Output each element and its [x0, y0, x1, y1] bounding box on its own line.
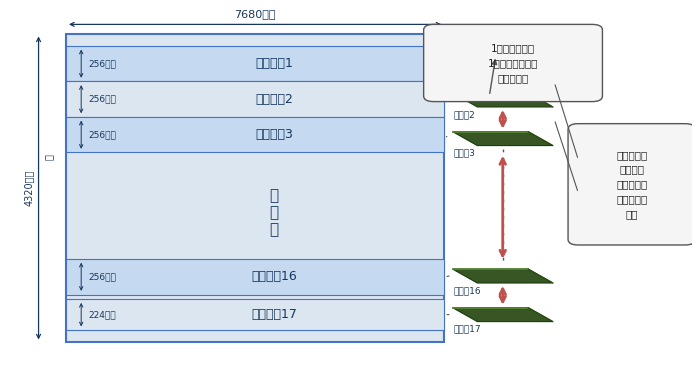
FancyBboxPatch shape	[568, 124, 695, 245]
Text: ボード3: ボード3	[454, 149, 476, 158]
Polygon shape	[452, 93, 553, 107]
Text: 符号化処理
に必要な
境界部分の
画像情報を
共有: 符号化処理 に必要な 境界部分の 画像情報を 共有	[616, 150, 647, 219]
Text: ボード2: ボード2	[454, 110, 475, 119]
Text: 256画素: 256画素	[89, 130, 117, 139]
Text: 分割領域16: 分割領域16	[251, 270, 297, 283]
Bar	[66, 82, 444, 117]
Text: 7680画素: 7680画素	[235, 9, 276, 19]
Text: 分割領域17: 分割領域17	[251, 308, 297, 321]
Text: 縦: 縦	[44, 154, 54, 160]
Text: 分割領域2: 分割領域2	[255, 93, 293, 106]
Bar	[66, 46, 444, 82]
Text: 256画素: 256画素	[89, 95, 117, 104]
Bar	[66, 33, 444, 343]
Polygon shape	[452, 308, 553, 321]
Text: 分割領域3: 分割領域3	[255, 128, 293, 141]
FancyBboxPatch shape	[424, 24, 603, 102]
Bar	[66, 299, 444, 330]
Text: ボード17: ボード17	[454, 324, 482, 334]
Polygon shape	[452, 58, 553, 71]
Bar	[66, 259, 444, 294]
Text: 256画素: 256画素	[89, 59, 117, 68]
Polygon shape	[452, 132, 553, 146]
Text: 256画素: 256画素	[89, 272, 117, 281]
Text: ボード1: ボード1	[454, 74, 476, 83]
Text: 1枚のボードで
1つの分割領域を
符号化処理: 1枚のボードで 1つの分割領域を 符号化処理	[488, 43, 538, 83]
Text: ボード16: ボード16	[454, 286, 482, 295]
Bar	[66, 117, 444, 153]
Polygon shape	[452, 269, 553, 283]
Text: ・
・
・: ・ ・ ・	[269, 188, 278, 238]
Text: 分割領域1: 分割領域1	[255, 57, 293, 70]
Text: 224画素: 224画素	[89, 310, 116, 319]
Text: 4320画素: 4320画素	[23, 170, 33, 206]
